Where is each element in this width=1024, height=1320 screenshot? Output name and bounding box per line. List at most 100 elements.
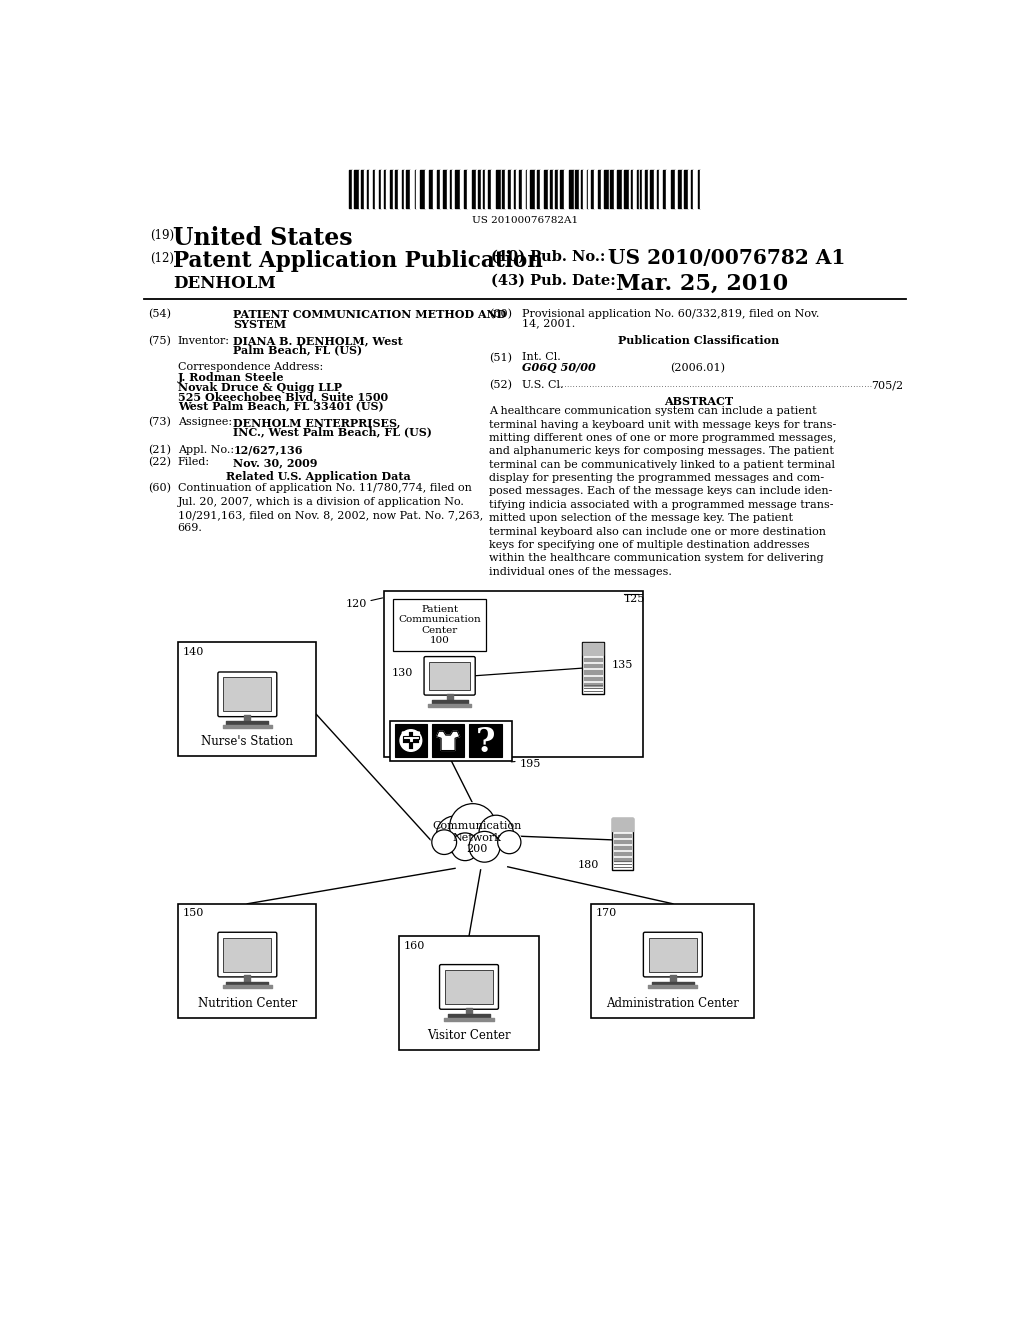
Text: 160: 160 <box>403 941 425 950</box>
Polygon shape <box>402 733 420 751</box>
Circle shape <box>436 816 474 853</box>
Text: 135: 135 <box>611 660 633 671</box>
Text: 130: 130 <box>392 668 414 677</box>
Text: Assignee:: Assignee: <box>177 417 231 428</box>
Bar <box>399 936 539 1051</box>
Text: J. Rodman Steele: J. Rodman Steele <box>177 372 284 383</box>
Bar <box>445 970 493 1003</box>
Bar <box>178 904 316 1018</box>
Circle shape <box>468 830 501 863</box>
Text: (19): (19) <box>150 230 174 243</box>
Text: United States: United States <box>173 226 352 251</box>
Bar <box>178 642 316 756</box>
Text: (10) Pub. No.:: (10) Pub. No.: <box>490 249 605 264</box>
Circle shape <box>498 830 521 854</box>
FancyBboxPatch shape <box>643 932 702 977</box>
Text: (54): (54) <box>148 309 171 319</box>
Text: Publication Classification: Publication Classification <box>617 335 779 346</box>
Text: U.S. Cl.: U.S. Cl. <box>521 380 563 391</box>
Text: Related U.S. Application Data: Related U.S. Application Data <box>225 471 411 482</box>
Text: (12): (12) <box>150 252 174 265</box>
Text: (43) Pub. Date:: (43) Pub. Date: <box>490 275 615 288</box>
Circle shape <box>431 829 458 855</box>
Text: Nutrition Center: Nutrition Center <box>198 997 297 1010</box>
Circle shape <box>449 803 497 850</box>
Text: (52): (52) <box>489 380 512 391</box>
Text: (60): (60) <box>148 483 171 494</box>
Text: (2006.01): (2006.01) <box>671 363 725 372</box>
Circle shape <box>452 833 479 861</box>
Text: 140: 140 <box>183 647 205 656</box>
FancyBboxPatch shape <box>424 656 475 696</box>
Text: Patent Application Publication: Patent Application Publication <box>173 249 543 272</box>
Text: ABSTRACT: ABSTRACT <box>664 396 733 407</box>
Circle shape <box>450 804 496 850</box>
Text: 195: 195 <box>519 759 541 770</box>
Text: Inventor:: Inventor: <box>177 335 229 346</box>
Text: US 2010/0076782 A1: US 2010/0076782 A1 <box>608 248 846 268</box>
Circle shape <box>469 832 500 862</box>
Bar <box>394 725 427 756</box>
Text: Patient
Communication
Center
100: Patient Communication Center 100 <box>398 605 481 645</box>
Text: Mar. 25, 2010: Mar. 25, 2010 <box>616 272 788 294</box>
Circle shape <box>435 816 474 854</box>
Bar <box>583 642 604 694</box>
Text: 150: 150 <box>183 908 205 919</box>
Text: (51): (51) <box>489 352 512 363</box>
Polygon shape <box>403 737 419 742</box>
Text: (75): (75) <box>148 335 171 346</box>
Bar <box>384 591 643 756</box>
Text: 180: 180 <box>578 861 599 870</box>
Text: Int. Cl.: Int. Cl. <box>521 352 560 363</box>
Text: Communication
Network
200: Communication Network 200 <box>432 821 521 854</box>
Text: 125: 125 <box>624 594 645 605</box>
Text: 705/2: 705/2 <box>870 380 903 391</box>
Text: DIANA B. DENHOLM, West: DIANA B. DENHOLM, West <box>233 335 403 346</box>
Text: PATIENT COMMUNICATION METHOD AND: PATIENT COMMUNICATION METHOD AND <box>233 309 507 321</box>
Bar <box>432 725 464 756</box>
Circle shape <box>497 830 521 854</box>
Text: Administration Center: Administration Center <box>606 997 739 1010</box>
Text: INC., West Palm Beach, FL (US): INC., West Palm Beach, FL (US) <box>233 426 432 437</box>
Text: G06Q 50/00: G06Q 50/00 <box>521 363 595 374</box>
Text: Filed:: Filed: <box>177 457 210 467</box>
Circle shape <box>478 814 514 850</box>
Text: DENHOLM ENTERPRISES,: DENHOLM ENTERPRISES, <box>233 417 401 428</box>
Text: SYSTEM: SYSTEM <box>233 318 287 330</box>
Circle shape <box>432 830 457 854</box>
FancyBboxPatch shape <box>439 965 499 1010</box>
FancyBboxPatch shape <box>218 672 276 717</box>
Text: Novak Druce & Quigg LLP: Novak Druce & Quigg LLP <box>177 381 342 393</box>
Bar <box>429 663 470 689</box>
Text: 170: 170 <box>596 908 617 919</box>
Text: Nov. 30, 2009: Nov. 30, 2009 <box>233 457 317 469</box>
Bar <box>611 817 633 870</box>
Text: A healthcare communication system can include a patient
terminal having a keyboa: A healthcare communication system can in… <box>489 407 837 577</box>
Text: DENHOLM: DENHOLM <box>173 276 275 293</box>
Polygon shape <box>436 731 460 751</box>
Text: ?: ? <box>475 726 495 759</box>
Text: Palm Beach, FL (US): Palm Beach, FL (US) <box>233 345 362 355</box>
Circle shape <box>451 832 480 862</box>
Text: (22): (22) <box>148 457 171 467</box>
Text: (60): (60) <box>489 309 512 319</box>
Text: Nurse's Station: Nurse's Station <box>202 735 293 748</box>
Text: Correspondence Address:: Correspondence Address: <box>177 362 323 372</box>
Bar <box>223 937 271 972</box>
Bar <box>592 904 755 1018</box>
Bar <box>469 725 502 756</box>
Text: 12/627,136: 12/627,136 <box>233 445 303 455</box>
Text: (73): (73) <box>148 417 171 428</box>
Bar <box>223 677 271 711</box>
FancyBboxPatch shape <box>218 932 276 977</box>
Text: 525 Okeechobee Blvd, Suite 1500: 525 Okeechobee Blvd, Suite 1500 <box>177 391 388 401</box>
Text: Visitor Center: Visitor Center <box>427 1030 511 1043</box>
Text: 120: 120 <box>345 599 367 609</box>
Text: 14, 2001.: 14, 2001. <box>521 318 574 329</box>
Text: West Palm Beach, FL 33401 (US): West Palm Beach, FL 33401 (US) <box>177 400 383 412</box>
Bar <box>649 937 697 972</box>
Text: (21): (21) <box>148 445 171 455</box>
Bar <box>390 721 512 760</box>
Bar <box>393 599 486 651</box>
Text: Continuation of application No. 11/780,774, filed on
Jul. 20, 2007, which is a d: Continuation of application No. 11/780,7… <box>177 483 483 533</box>
